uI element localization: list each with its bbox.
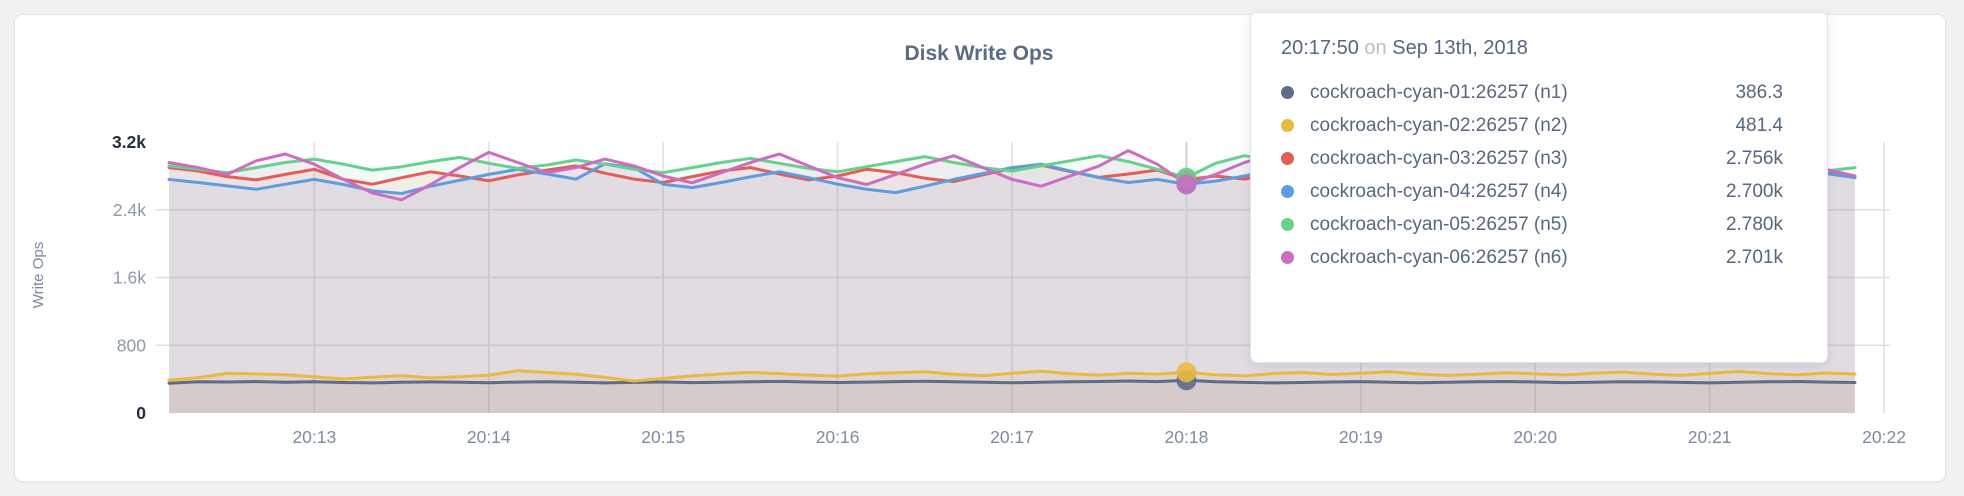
- series-color-dot-icon: [1281, 218, 1294, 231]
- tooltip-row-n2: cockroach-cyan-02:26257 (n2) 481.4: [1281, 109, 1783, 142]
- tooltip-series-label: cockroach-cyan-04:26257 (n4): [1310, 180, 1568, 202]
- series-color-dot-icon: [1281, 86, 1294, 99]
- tooltip-series-value: 386.3: [1735, 81, 1783, 103]
- tooltip-series-label: cockroach-cyan-03:26257 (n3): [1310, 147, 1568, 169]
- x-tick-label: 20:20: [1513, 427, 1557, 447]
- tooltip-series-value: 2.756k: [1725, 147, 1783, 169]
- tooltip-series-label: cockroach-cyan-06:26257 (n6): [1310, 246, 1568, 268]
- x-tick-label: 20:15: [641, 427, 685, 447]
- tooltip-date: Sep 13th, 2018: [1392, 37, 1528, 59]
- tooltip-connector: on: [1364, 37, 1387, 59]
- hover-dot-n2: [1176, 362, 1197, 383]
- series-line-n1: [167, 378, 1857, 385]
- tooltip-series-value: 2.780k: [1725, 213, 1783, 235]
- x-tick-label: 20:21: [1688, 427, 1732, 447]
- x-tick-label: 20:18: [1165, 427, 1209, 447]
- tooltip-row-n6: cockroach-cyan-06:26257 (n6) 2.701k: [1281, 241, 1783, 274]
- tooltip-series-value: 2.701k: [1725, 246, 1783, 268]
- x-tick-label: 20:13: [292, 427, 336, 447]
- series-area-n1: [169, 380, 1855, 413]
- chart-title: Disk Write Ops: [904, 42, 1054, 65]
- tooltip-series-value: 2.700k: [1725, 180, 1783, 202]
- x-tick-label: 20:19: [1339, 427, 1383, 447]
- hover-tooltip: 20:17:50 on Sep 13th, 2018 cockroach-cya…: [1250, 12, 1828, 363]
- hover-dot-n6: [1176, 174, 1197, 195]
- tooltip-row-n5: cockroach-cyan-05:26257 (n5) 2.780k: [1281, 208, 1783, 241]
- tooltip-series-label: cockroach-cyan-01:26257 (n1): [1310, 81, 1568, 103]
- series-color-dot-icon: [1281, 251, 1294, 264]
- x-tick-label: 20:14: [467, 427, 511, 447]
- y-tick-label: 1.6k: [113, 268, 146, 288]
- series-line-n2: [167, 369, 1857, 383]
- tooltip-series-label: cockroach-cyan-02:26257 (n2): [1310, 114, 1568, 136]
- series-color-dot-icon: [1281, 152, 1294, 165]
- y-tick-label: 800: [117, 335, 146, 355]
- x-tick-label: 20:17: [990, 427, 1034, 447]
- series-color-dot-icon: [1281, 185, 1294, 198]
- y-tick-label: 3.2k: [112, 132, 146, 152]
- y-tick-label: 0: [136, 403, 146, 423]
- tooltip-header: 20:17:50 on Sep 13th, 2018: [1281, 37, 1783, 60]
- series-color-dot-icon: [1281, 119, 1294, 132]
- tooltip-row-n3: cockroach-cyan-03:26257 (n3) 2.756k: [1281, 142, 1783, 175]
- y-tick-label: 2.4k: [113, 200, 146, 220]
- x-tick-label: 20:22: [1862, 427, 1906, 447]
- tooltip-series-label: cockroach-cyan-05:26257 (n5): [1310, 213, 1568, 235]
- tooltip-series-value: 481.4: [1735, 114, 1783, 136]
- tooltip-row-n1: cockroach-cyan-01:26257 (n1) 386.3: [1281, 76, 1783, 109]
- x-tick-label: 20:16: [816, 427, 860, 447]
- tooltip-time: 20:17:50: [1281, 37, 1359, 59]
- tooltip-row-n4: cockroach-cyan-04:26257 (n4) 2.700k: [1281, 175, 1783, 208]
